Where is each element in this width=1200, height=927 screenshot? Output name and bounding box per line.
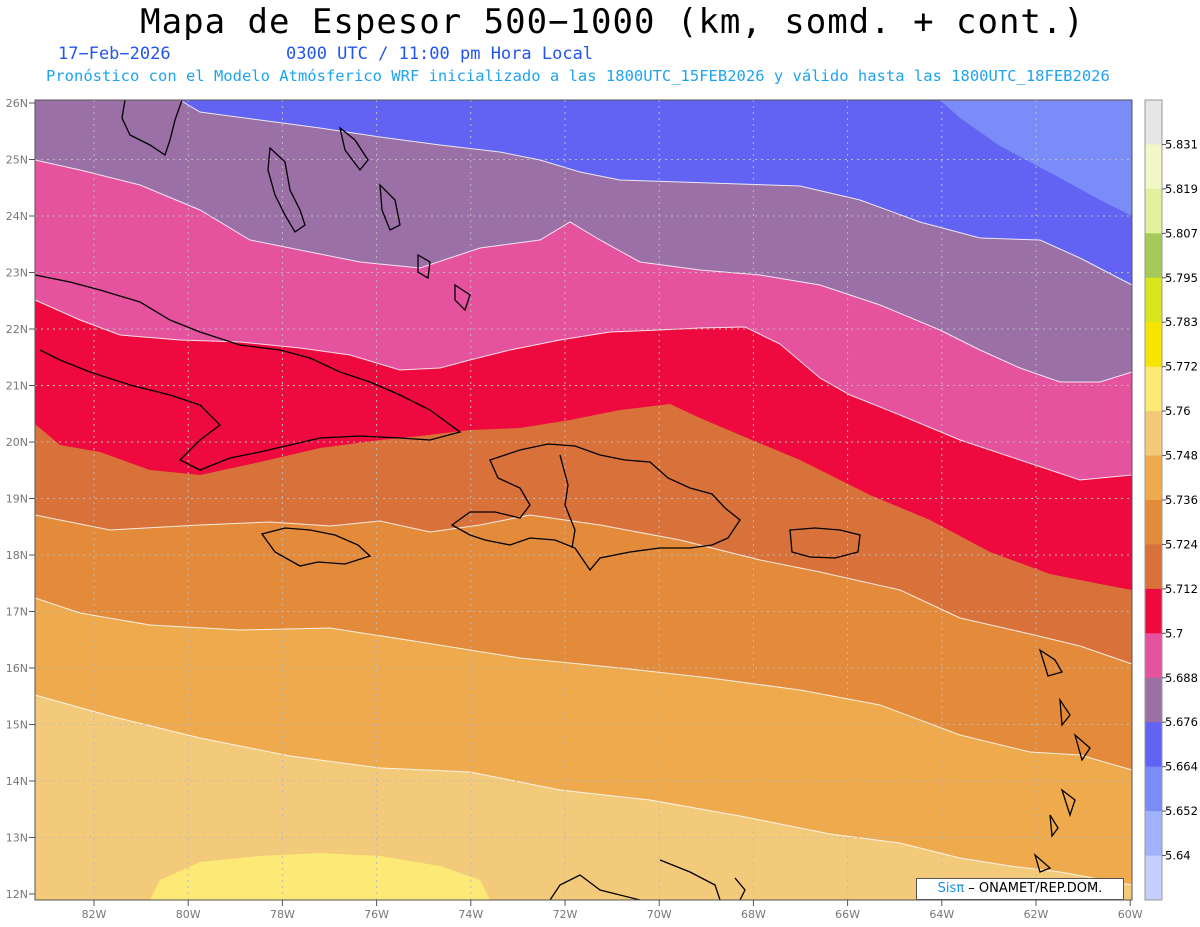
colorbar-swatch — [1145, 411, 1162, 457]
colorbar-swatch — [1145, 100, 1162, 145]
colorbar-swatch — [1145, 500, 1162, 545]
colorbar-swatch — [1145, 544, 1162, 590]
haiti-border — [559, 454, 576, 549]
colorbar-label: 5.76 — [1165, 404, 1191, 418]
organization-name: – ONAMET/REP.DOM. — [968, 881, 1103, 896]
lon-label: 78W — [270, 908, 295, 921]
colorbar-swatch — [1145, 188, 1162, 234]
organization-credit: Sisπ – ONAMET/REP.DOM. — [916, 878, 1124, 900]
colorbar-label: 5.724 — [1165, 537, 1198, 551]
lon-label: 82W — [82, 908, 107, 921]
axis-ticks: 26N 25N 24N 23N 22N 21N 20N 19N 18N 17N 16N 15N 14N 1… — [6, 97, 1143, 921]
lat-label: 18N — [6, 549, 28, 562]
lat-label: 19N — [6, 493, 28, 506]
lat-label: 13N — [6, 832, 28, 845]
colorbar-label: 5.807 — [1165, 226, 1198, 240]
map-title: Mapa de Espesor 500−1000 (km, somd. + co… — [140, 2, 1085, 42]
band-5-664 — [940, 100, 1132, 216]
colorbar-label: 5.795 — [1165, 271, 1198, 285]
colorbar-swatch — [1145, 233, 1162, 279]
band-5-676 — [35, 100, 1132, 285]
puerto-rico-coast — [789, 527, 861, 559]
sispi-logo: Sisπ — [937, 881, 965, 896]
colorbar-swatch — [1145, 722, 1162, 768]
lat-label: 20N — [6, 436, 28, 449]
band-5-760 — [150, 853, 490, 900]
colorbar-label: 5.688 — [1165, 671, 1198, 685]
colorbar-swatch — [1145, 322, 1162, 368]
lat-label: 22N — [6, 323, 28, 336]
lon-label: 62W — [1024, 908, 1049, 921]
lat-label: 12N — [6, 888, 28, 901]
lon-label: 68W — [741, 908, 766, 921]
colorbar-swatch — [1145, 811, 1162, 857]
colorbar-label: 5.664 — [1165, 760, 1198, 774]
lon-label: 66W — [835, 908, 860, 921]
cuba-coast — [34, 274, 462, 471]
lon-label: 76W — [364, 908, 389, 921]
bahamas-islands — [267, 126, 471, 312]
colorbar-label: 5.676 — [1165, 715, 1198, 729]
lat-label: 24N — [6, 210, 28, 223]
forecast-time: 0300 UTC / 11:00 pm Hora Local — [286, 44, 594, 64]
colorbar-label: 5.831 — [1165, 137, 1198, 151]
colorbar-swatch — [1145, 455, 1162, 501]
colorbar-swatch — [1145, 144, 1162, 190]
lat-label: 21N — [6, 380, 28, 393]
hispaniola-coast — [450, 443, 741, 572]
colorbar-label: 5.64 — [1165, 849, 1191, 863]
lat-label: 15N — [6, 719, 28, 732]
lon-label: 74W — [458, 908, 483, 921]
lon-label: 64W — [929, 908, 954, 921]
lon-label: 70W — [647, 908, 672, 921]
lat-label: 23N — [6, 267, 28, 280]
lat-lon-grid — [35, 100, 1132, 900]
colorbar-label: 5.748 — [1165, 449, 1198, 463]
lon-label: 72W — [553, 908, 578, 921]
lat-label: 16N — [6, 662, 28, 675]
color-scale-bar: 5.831 5.819 5.807 5.795 5.783 5.772 5.76 5.748 5… — [1144, 99, 1198, 901]
colorbar-label: 5.772 — [1165, 360, 1198, 374]
jamaica-coast — [260, 527, 372, 567]
colorbar-label: 5.712 — [1165, 582, 1198, 596]
colorbar-swatch — [1145, 677, 1162, 723]
lon-label: 80W — [176, 908, 201, 921]
lat-label: 17N — [6, 606, 28, 619]
colorbar-label: 5.7 — [1165, 626, 1183, 640]
coastlines — [34, 99, 1091, 901]
lesser-antilles — [1033, 648, 1091, 873]
lat-label: 14N — [6, 775, 28, 788]
forecast-date: 17−Feb−2026 — [58, 44, 171, 64]
colorbar-swatch — [1145, 277, 1162, 323]
colorbar-swatch — [1145, 588, 1162, 634]
lat-label: 25N — [6, 154, 28, 167]
colorbar-label: 5.783 — [1165, 315, 1198, 329]
florida-coast — [121, 99, 183, 157]
colorbar-swatch — [1145, 633, 1162, 679]
colorbar-label: 5.819 — [1165, 182, 1198, 196]
model-subtitle: Pronóstico con el Modelo Atmósferico WRF… — [46, 67, 1110, 85]
colorbar-label: 5.736 — [1165, 493, 1198, 507]
map-frame — [34, 99, 1133, 901]
colorbar-swatch — [1145, 855, 1162, 901]
colorbar-swatch — [1145, 366, 1162, 412]
map-plot-area — [34, 99, 1133, 901]
south-america-coast — [549, 859, 746, 901]
lon-label: 60W — [1118, 908, 1143, 921]
lat-label: 26N — [6, 97, 28, 110]
colorbar-label: 5.652 — [1165, 804, 1198, 818]
colorbar-swatch — [1145, 766, 1162, 812]
